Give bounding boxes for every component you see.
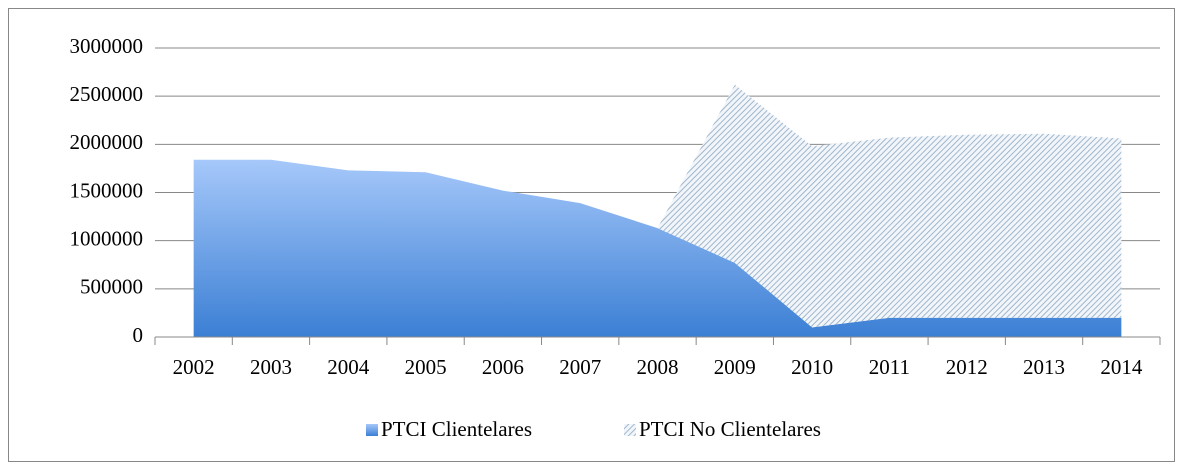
x-tick-label: 2007 — [559, 355, 601, 379]
legend-label: PTCI Clientelares — [381, 417, 532, 441]
y-tick-label: 1000000 — [70, 226, 144, 250]
x-tick-label: 2009 — [714, 355, 756, 379]
legend-swatch — [366, 424, 378, 436]
x-tick-label: 2004 — [327, 355, 370, 379]
x-tick-label: 2005 — [405, 355, 447, 379]
x-tick-label: 2011 — [869, 355, 910, 379]
y-tick-label: 1500000 — [70, 178, 144, 202]
x-tick-label: 2013 — [1023, 355, 1065, 379]
chart-border — [8, 8, 1175, 462]
y-tick-label: 0 — [133, 323, 144, 347]
area — [193, 159, 1122, 337]
x-tick-label: 2012 — [946, 355, 988, 379]
x-tick-label: 2008 — [637, 355, 679, 379]
x-tick-label: 2010 — [791, 355, 833, 379]
x-tick-label: 2006 — [482, 355, 524, 379]
legend-swatch — [624, 424, 636, 436]
y-tick-label: 3000000 — [70, 34, 144, 58]
y-tick-label: 500000 — [80, 275, 143, 299]
y-tick-label: 2000000 — [70, 130, 144, 154]
x-tick-label: 2014 — [1100, 355, 1143, 379]
x-tick-label: 2003 — [250, 355, 292, 379]
legend-label: PTCI No Clientelares — [639, 417, 821, 441]
y-tick-label: 2500000 — [70, 82, 144, 106]
area — [193, 84, 1122, 328]
x-tick-label: 2002 — [173, 355, 215, 379]
